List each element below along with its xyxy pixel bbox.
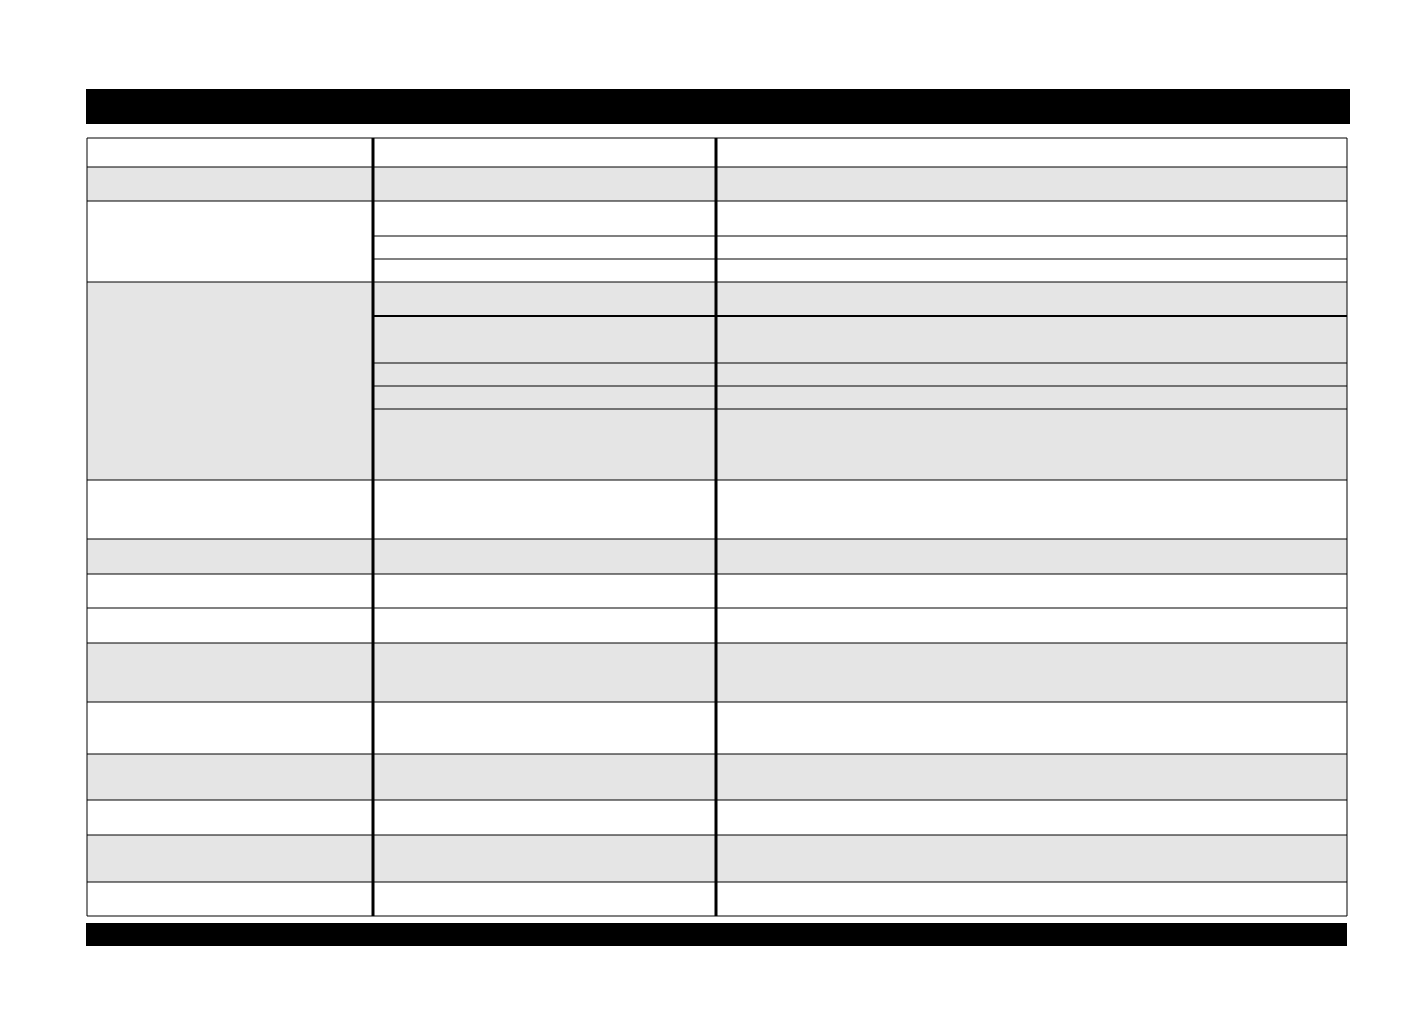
header-bar [86, 89, 1350, 124]
table [86, 137, 1348, 917]
footer-bar [86, 923, 1347, 946]
